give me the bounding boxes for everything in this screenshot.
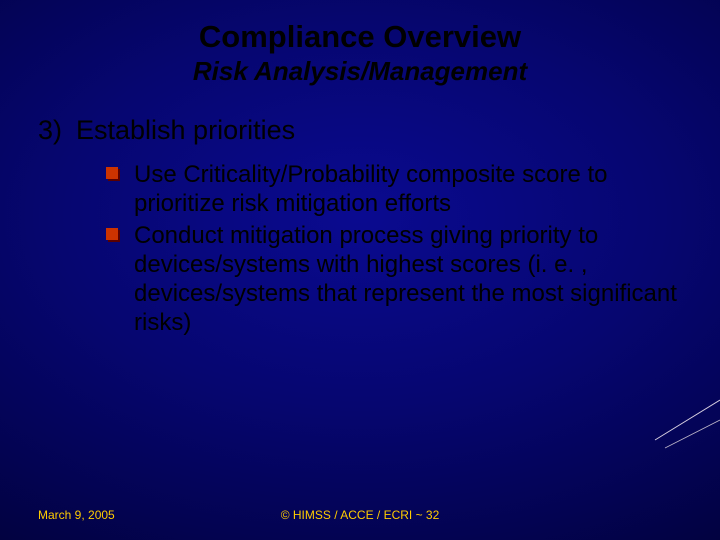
bullet-text: Conduct mitigation process giving priori… bbox=[134, 221, 690, 338]
list-number: 3) bbox=[38, 115, 76, 146]
slide: Compliance Overview Risk Analysis/Manage… bbox=[0, 0, 720, 540]
list-item: Use Criticality/Probability composite sc… bbox=[106, 160, 690, 219]
bullet-icon bbox=[106, 167, 120, 181]
footer-copyright: © HIMSS / ACCE / ECRI ~ 32 bbox=[0, 508, 720, 522]
slide-content: 3) Establish priorities Use Criticality/… bbox=[0, 115, 720, 338]
bullet-text: Use Criticality/Probability composite sc… bbox=[134, 160, 690, 219]
decorative-line-icon bbox=[650, 380, 720, 450]
slide-subtitle: Risk Analysis/Management bbox=[0, 56, 720, 87]
bullet-icon bbox=[106, 228, 120, 242]
slide-title: Compliance Overview bbox=[0, 0, 720, 54]
list-heading: Establish priorities bbox=[76, 115, 295, 146]
numbered-item: 3) Establish priorities bbox=[38, 115, 690, 146]
list-item: Conduct mitigation process giving priori… bbox=[106, 221, 690, 338]
bullet-list: Use Criticality/Probability composite sc… bbox=[38, 160, 690, 338]
